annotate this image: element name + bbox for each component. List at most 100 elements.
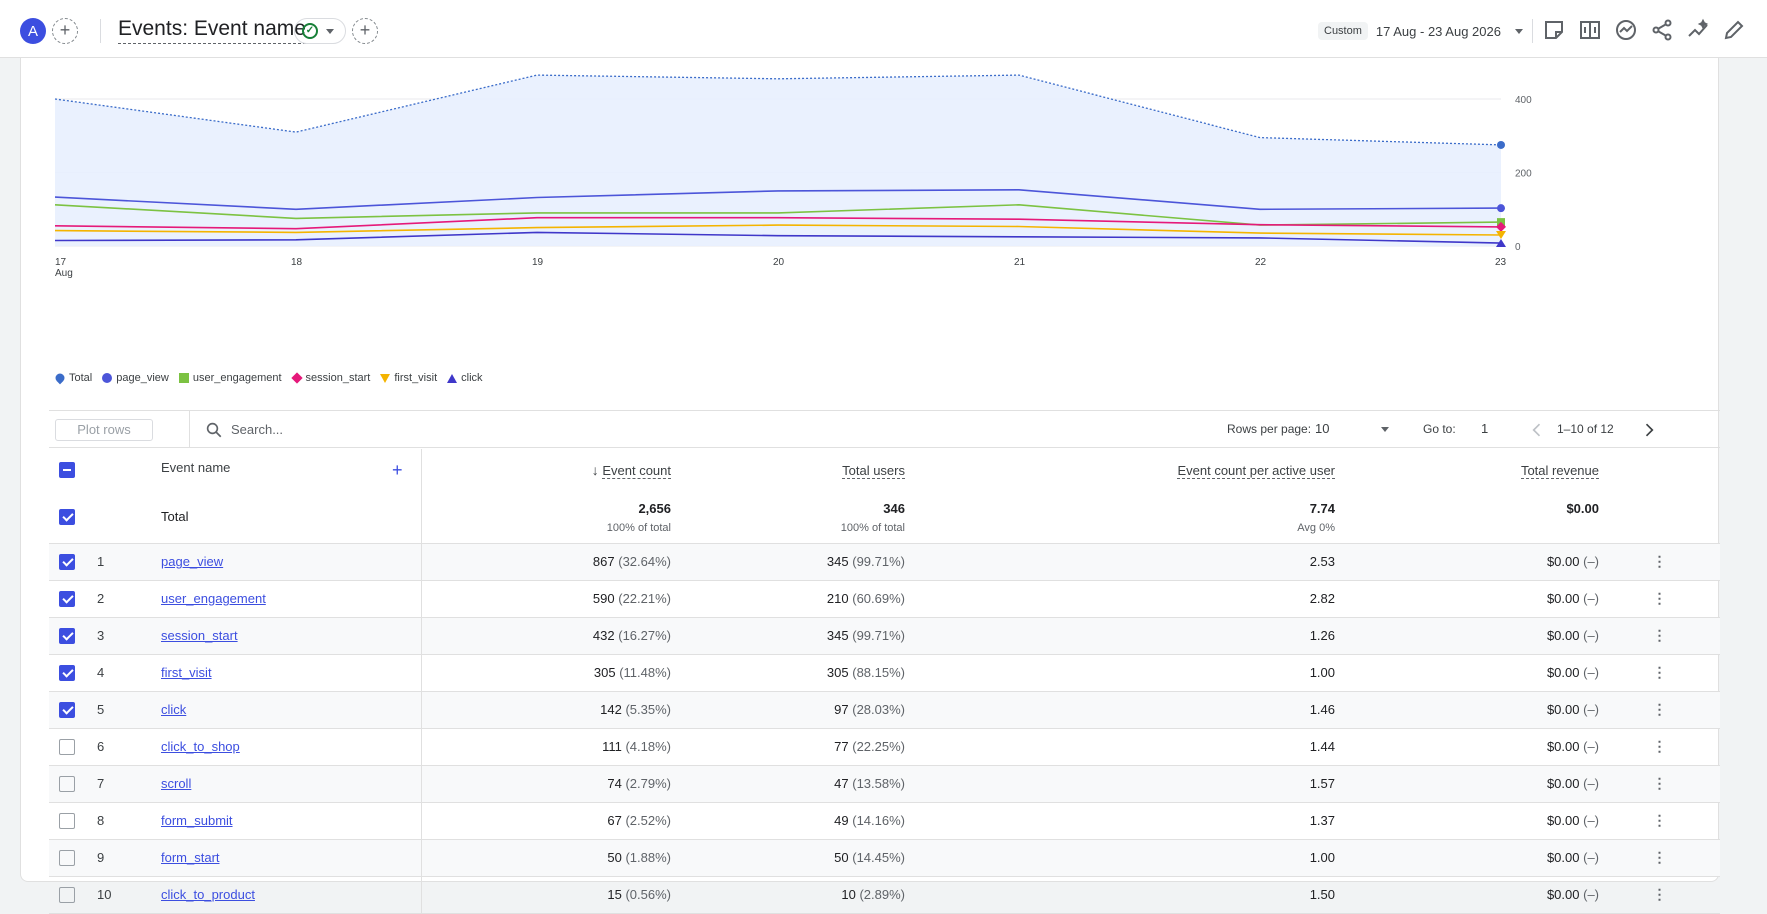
total-users-pct: (99.71%)	[852, 628, 905, 643]
x-tick-label: 21	[1014, 257, 1026, 268]
revenue-value: $0.00	[1546, 887, 1580, 902]
revenue-value: $0.00	[1546, 776, 1580, 791]
more-vert-icon[interactable]: ⋮	[1652, 886, 1667, 902]
more-vert-icon[interactable]: ⋮	[1652, 775, 1667, 791]
column-header-event-name[interactable]: Event name	[161, 459, 231, 475]
column-header-event-count[interactable]: Event count	[602, 463, 671, 479]
row-checkbox[interactable]	[59, 849, 75, 866]
row-checkbox[interactable]	[59, 886, 75, 903]
row-number: 5	[97, 702, 105, 717]
event-count-pct: (22.21%)	[618, 591, 671, 606]
events-line-chart: 0 200 400 17 18 19 20 21 22 23 Aug	[54, 74, 1532, 279]
chevron-down-icon[interactable]	[1381, 427, 1389, 432]
event-name-link[interactable]: page_view	[161, 554, 224, 569]
status-chip[interactable]: ✓	[294, 18, 346, 44]
table-row: 4 first_visit 305 (11.48%) 305 (88.15%) 1.00…	[49, 654, 1720, 691]
chevron-down-icon	[1514, 28, 1523, 34]
event-name-link[interactable]: user_engagement	[161, 591, 266, 606]
revenue-pct: (–)	[1583, 591, 1599, 606]
revenue-value: $0.00	[1546, 554, 1580, 569]
row-checkbox[interactable]	[59, 627, 75, 644]
more-vert-icon[interactable]: ⋮	[1652, 664, 1667, 680]
total-checkbox[interactable]	[59, 509, 75, 526]
legend-item[interactable]: session_start	[290, 372, 370, 384]
table-row: 1 page_view 867 (32.64%) 345 (99.71%) 2.53 $0…	[49, 543, 1720, 580]
legend-item[interactable]: first_visit	[380, 372, 437, 384]
legend-item[interactable]: user_engagement	[178, 372, 282, 384]
row-number: 9	[97, 850, 105, 865]
event-name-link[interactable]: form_submit	[161, 813, 233, 828]
event-count-value: 67	[607, 813, 622, 828]
search-icon	[206, 422, 222, 438]
goto-page-input[interactable]: 1	[1481, 421, 1489, 436]
event-name-link[interactable]: scroll	[161, 776, 192, 791]
revenue-pct: (–)	[1583, 628, 1599, 643]
event-name-link[interactable]: click	[161, 702, 187, 717]
chevron-right-icon[interactable]	[1639, 420, 1659, 440]
chevron-left-icon[interactable]	[1527, 420, 1547, 440]
edit-icon[interactable]	[1722, 18, 1746, 42]
insights-icon[interactable]	[1614, 18, 1638, 42]
share-icon[interactable]	[1650, 18, 1674, 42]
row-checkbox[interactable]	[59, 738, 75, 755]
row-checkbox[interactable]	[59, 701, 75, 718]
event-name-link[interactable]: first_visit	[161, 665, 212, 680]
event-name-link[interactable]: form_start	[161, 850, 220, 865]
date-range-picker[interactable]: Custom 17 Aug - 23 Aug 2026	[1318, 18, 1523, 44]
legend-marker	[178, 373, 189, 383]
series-line-total	[54, 74, 1502, 146]
row-checkbox[interactable]	[59, 553, 75, 570]
x-tick-label: 17	[55, 257, 67, 268]
row-checkbox[interactable]	[59, 775, 75, 792]
event-name-link[interactable]: click_to_shop	[161, 739, 240, 754]
page-title[interactable]: Events: Event name	[118, 16, 306, 44]
row-checkbox[interactable]	[59, 590, 75, 607]
more-vert-icon[interactable]: ⋮	[1652, 849, 1667, 865]
trend-icon[interactable]	[1686, 18, 1710, 42]
legend-item[interactable]: Total	[53, 371, 93, 385]
plot-rows-button[interactable]: Plot rows	[55, 419, 153, 441]
row-number: 8	[97, 813, 105, 828]
total-users-value: 97	[834, 702, 849, 717]
note-icon[interactable]	[1542, 18, 1566, 42]
rows-per-page-select[interactable]: 10	[1315, 421, 1330, 436]
more-vert-icon[interactable]: ⋮	[1652, 701, 1667, 717]
more-vert-icon[interactable]: ⋮	[1652, 627, 1667, 643]
row-checkbox[interactable]	[59, 664, 75, 681]
add-comparison-button[interactable]: +	[52, 18, 78, 44]
revenue-pct: (–)	[1583, 813, 1599, 828]
avatar[interactable]: A	[20, 18, 46, 44]
more-vert-icon[interactable]: ⋮	[1652, 553, 1667, 569]
add-dimension-icon[interactable]: +	[391, 459, 403, 480]
legend-marker	[380, 373, 391, 383]
column-header-event-count-per-user[interactable]: Event count per active user	[1177, 462, 1335, 479]
event-count-value: 867	[592, 554, 615, 569]
divider	[100, 19, 101, 43]
y-tick-label: 200	[1515, 169, 1532, 180]
y-tick-label: 400	[1515, 95, 1532, 106]
per-user-value: 1.00	[1309, 850, 1335, 865]
select-all-checkbox[interactable]	[59, 462, 75, 479]
total-users-sub: 100% of total	[840, 522, 905, 534]
x-tick-label: 18	[291, 257, 303, 268]
compare-icon[interactable]	[1578, 18, 1602, 42]
add-filter-button[interactable]: +	[352, 18, 378, 44]
column-header-total-revenue[interactable]: Total revenue	[1520, 462, 1599, 479]
row-checkbox[interactable]	[59, 812, 75, 829]
event-name-link[interactable]: session_start	[161, 628, 238, 643]
legend-item[interactable]: click	[447, 372, 483, 384]
event-name-link[interactable]: click_to_product	[161, 887, 255, 902]
event-count-pct: (2.79%)	[625, 776, 671, 791]
row-number: 3	[97, 628, 105, 643]
x-tick-label: 22	[1255, 257, 1267, 268]
more-vert-icon[interactable]: ⋮	[1652, 812, 1667, 828]
divider	[1532, 19, 1533, 43]
more-vert-icon[interactable]: ⋮	[1652, 738, 1667, 754]
legend-label: Total	[69, 372, 93, 384]
revenue-value: $0.00	[1546, 591, 1580, 606]
search-input[interactable]	[231, 419, 631, 439]
legend-item[interactable]: page_view	[102, 372, 169, 384]
column-header-total-users[interactable]: Total users	[842, 462, 905, 479]
more-vert-icon[interactable]: ⋮	[1652, 590, 1667, 606]
event-count-pct: (11.48%)	[619, 665, 671, 680]
